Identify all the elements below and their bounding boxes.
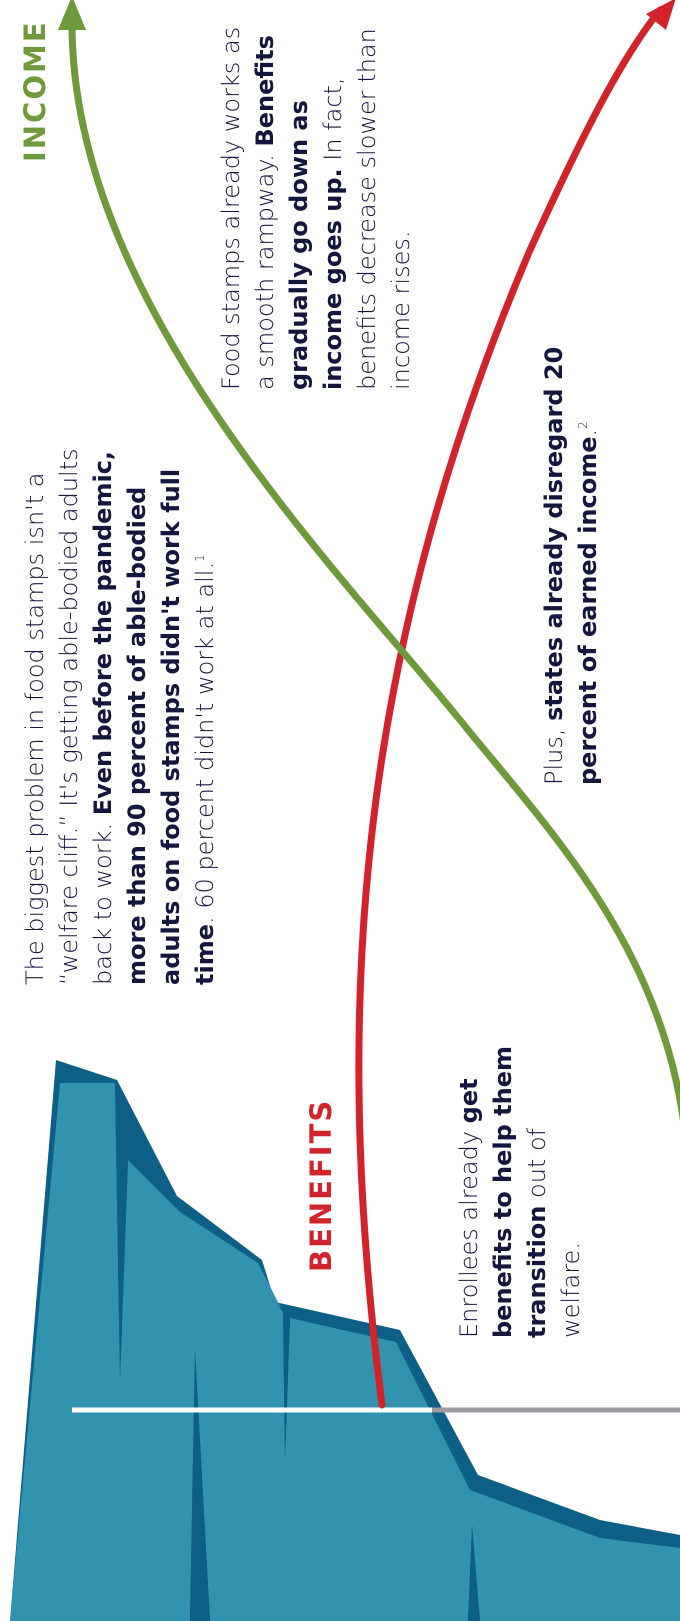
income-arrowhead: [58, 0, 86, 30]
cliff-face: [10, 1083, 680, 1621]
cliff-facet: [190, 1350, 210, 1621]
cliff-facet: [468, 1525, 480, 1621]
footnote-2: 2: [576, 421, 590, 429]
benefits-label: BENEFITS: [304, 1098, 338, 1272]
cliff-facet: [275, 1302, 290, 1460]
cliff-paragraph: The biggest problem in food stamps isn't…: [18, 425, 222, 985]
footnote-1: 1: [193, 554, 207, 562]
disregard-text-1: Plus,: [540, 728, 568, 785]
benefits-arrow-icon: [355, 6, 664, 1409]
disregard-paragraph: Plus, states already disregard 20 percen…: [537, 325, 605, 785]
income-arrow-icon: [68, 16, 680, 1122]
transition-text-1: Enrollees already: [455, 1130, 483, 1338]
disregard-text-bold: states already disregard 20 percent of e…: [540, 346, 602, 785]
cliff-text-2: . 60 percent didn't work at all.: [191, 561, 219, 925]
transition-paragraph: Enrollees already get benefits to help t…: [452, 1038, 588, 1338]
benefits-arrowhead: [646, 0, 676, 30]
rampway-paragraph: Food stamps already works as a smooth ra…: [214, 10, 418, 390]
income-label: INCOME: [18, 20, 52, 162]
cliff-facet: [115, 1080, 128, 1380]
disregard-text-2: .: [574, 428, 602, 437]
